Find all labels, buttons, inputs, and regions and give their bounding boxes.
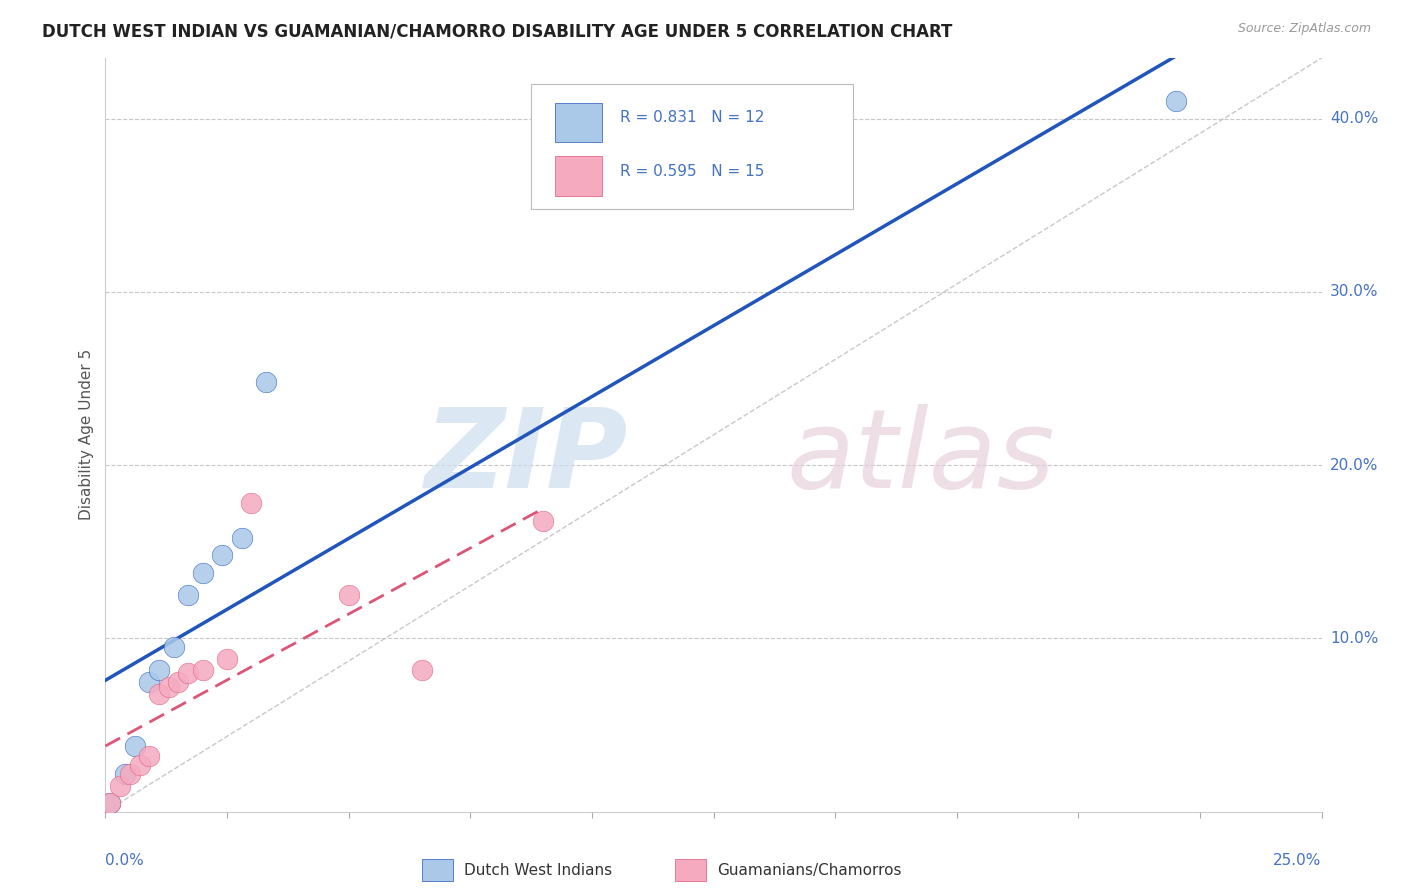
Text: 25.0%: 25.0% [1274, 853, 1322, 868]
Point [240, 496, 263, 510]
Text: Dutch West Indians: Dutch West Indians [464, 863, 612, 878]
Point [128, 758, 150, 772]
FancyBboxPatch shape [531, 85, 853, 209]
FancyBboxPatch shape [555, 156, 602, 195]
Text: 10.0%: 10.0% [1330, 631, 1378, 646]
Point [191, 663, 214, 677]
Point [167, 674, 190, 689]
Point [337, 588, 360, 602]
Y-axis label: Disability Age Under 5: Disability Age Under 5 [79, 350, 94, 520]
Text: ZIP: ZIP [425, 404, 628, 511]
Text: 20.0%: 20.0% [1330, 458, 1378, 473]
Text: R = 0.831   N = 12: R = 0.831 N = 12 [620, 110, 765, 125]
Point [217, 652, 239, 666]
Point [191, 566, 214, 580]
Point [157, 680, 180, 694]
Point [177, 666, 200, 681]
Text: 40.0%: 40.0% [1330, 112, 1378, 126]
Point [138, 749, 160, 764]
Text: atlas: atlas [786, 404, 1054, 511]
Text: 0.0%: 0.0% [105, 853, 145, 868]
Point [531, 514, 554, 528]
Point [254, 375, 277, 389]
Text: DUTCH WEST INDIAN VS GUAMANIAN/CHAMORRO DISABILITY AGE UNDER 5 CORRELATION CHART: DUTCH WEST INDIAN VS GUAMANIAN/CHAMORRO … [42, 22, 952, 40]
Text: 30.0%: 30.0% [1330, 285, 1378, 300]
Text: R = 0.595   N = 15: R = 0.595 N = 15 [620, 164, 765, 178]
Point [411, 663, 433, 677]
Point [98, 796, 121, 810]
Point [211, 549, 233, 563]
Text: Guamanians/Chamorros: Guamanians/Chamorros [717, 863, 901, 878]
Point [177, 588, 200, 602]
Point [231, 531, 253, 545]
Point [162, 640, 184, 654]
Point [114, 766, 136, 780]
Point [138, 674, 160, 689]
Point [118, 766, 141, 780]
Point [108, 779, 131, 793]
FancyBboxPatch shape [555, 103, 602, 142]
Point [124, 739, 146, 753]
Point [98, 796, 121, 810]
Point [148, 687, 170, 701]
Point [1164, 95, 1187, 109]
Point [148, 663, 170, 677]
Text: Source: ZipAtlas.com: Source: ZipAtlas.com [1237, 22, 1371, 36]
